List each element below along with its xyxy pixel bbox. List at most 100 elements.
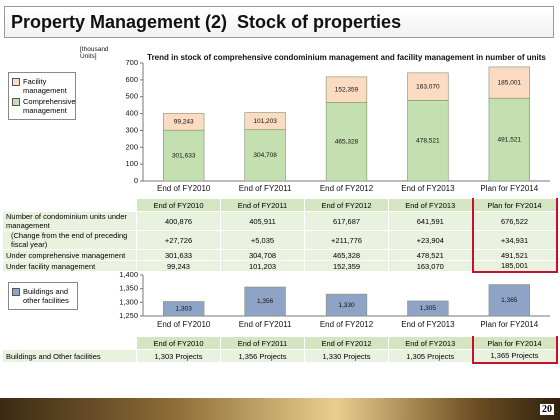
header-row: End of FY2010 End of FY2011 End of FY2012 E… <box>2 198 558 212</box>
y-tick-label: 500 <box>125 92 138 101</box>
table-row: (Change from the end of preceding fiscal… <box>2 230 558 250</box>
value-label: 465,328 <box>335 138 359 145</box>
table-cell: Number of condominium units under manage… <box>2 211 137 231</box>
value-label: 1,356 <box>257 298 274 305</box>
table-cell: 101,203 <box>220 260 305 272</box>
value-label: 304,708 <box>253 152 277 159</box>
bar <box>163 113 205 131</box>
y-tick-label: 0 <box>134 176 138 185</box>
header-cell: End of FY2010 <box>136 198 221 212</box>
table-cell: +27,726 <box>136 230 221 250</box>
table-cell: 99,243 <box>136 260 221 272</box>
value-label: 152,359 <box>335 86 359 93</box>
x-tick-label: End of FY2013 <box>401 184 455 193</box>
table-cell: 405,911 <box>220 211 305 231</box>
header-cell <box>2 198 137 212</box>
legend: Facility management Comprehensive managem… <box>8 72 76 120</box>
y-axis-label: [thousand Units] <box>80 46 109 60</box>
table-cell: 1,356 Projects <box>220 349 305 363</box>
y-tick-label: 100 <box>125 159 138 168</box>
value-label: 185,001 <box>498 79 522 86</box>
x-tick-label: End of FY2011 <box>239 184 292 193</box>
table-row: Number of condominium units under manage… <box>2 211 558 231</box>
bar <box>488 284 530 317</box>
bar <box>244 286 286 317</box>
y-tick-label: 400 <box>125 109 138 118</box>
bar <box>325 293 368 317</box>
bar <box>244 112 286 130</box>
x-tick-label: End of FY2012 <box>320 320 374 329</box>
header-cell: Plan for FY2014 <box>471 198 558 212</box>
legend-item: Comprehensive management <box>12 97 76 115</box>
value-label: 301,633 <box>172 152 196 159</box>
table-cell: 478,521 <box>388 249 473 261</box>
legend-label: Facility management <box>23 77 67 95</box>
legend-item: Buildings and other facilities <box>12 287 74 305</box>
table-cell: Buildings and Other facilities <box>2 349 137 363</box>
x-tick-label: End of FY2013 <box>401 320 455 329</box>
table-cell: +5,035 <box>220 230 305 250</box>
x-tick-label: End of FY2011 <box>239 320 292 329</box>
legend-item: Facility management <box>12 77 72 95</box>
header-row: End of FY2010 End of FY2011 End of FY2012 E… <box>2 336 558 350</box>
value-label: 1,330 <box>338 302 355 309</box>
header-cell: End of FY2011 <box>220 336 305 350</box>
table-cell: Under facility management <box>2 260 137 272</box>
table-row: Buildings and Other facilities 1,303 Proj… <box>2 349 558 364</box>
bar <box>488 66 530 99</box>
bar <box>325 102 368 182</box>
header-cell: End of FY2013 <box>388 336 473 350</box>
value-label: 99,243 <box>174 119 194 126</box>
table-cell: 400,876 <box>136 211 221 231</box>
bar <box>244 129 286 182</box>
table-row: Under comprehensive management 301,633 304… <box>2 249 558 261</box>
header-cell: End of FY2012 <box>304 198 389 212</box>
table-cell: 1,305 Projects <box>388 349 473 363</box>
bar <box>163 301 205 317</box>
y-tick-label: 1,300 <box>119 297 138 306</box>
table-cell: 676,522 <box>471 211 558 231</box>
data-table: End of FY2010 End of FY2011 End of FY2012 E… <box>2 198 558 273</box>
legend-label: Comprehensive management <box>23 97 76 115</box>
table-cell: +211,776 <box>304 230 389 250</box>
legend-swatch <box>12 78 20 86</box>
value-label: 1,365 <box>501 297 518 304</box>
y-tick-label: 1,250 <box>119 311 138 320</box>
page-number: 20 <box>540 404 554 415</box>
table-cell: 641,591 <box>388 211 473 231</box>
table-cell: +23,904 <box>388 230 473 250</box>
x-tick-label: Plan for FY2014 <box>480 320 538 329</box>
value-label: 1,305 <box>420 305 437 312</box>
value-label: 491,521 <box>498 136 522 143</box>
bar <box>163 129 205 182</box>
legend: Buildings and other facilities <box>8 282 78 310</box>
table-cell: 301,633 <box>136 249 221 261</box>
value-label: 101,203 <box>253 118 277 125</box>
y-tick-label: 300 <box>125 125 138 134</box>
bar <box>488 97 530 182</box>
data-table: End of FY2010 End of FY2011 End of FY2012 E… <box>2 336 558 364</box>
table-cell: 465,328 <box>304 249 389 261</box>
y-tick-label: 1,350 <box>119 284 138 293</box>
table-cell: 163,070 <box>388 260 473 272</box>
slide-title: Property Management (2) Stock of propert… <box>4 6 554 38</box>
header-cell: End of FY2011 <box>220 198 305 212</box>
legend-swatch <box>12 98 20 106</box>
table-cell: 1,330 Projects <box>304 349 389 363</box>
table-cell: 152,359 <box>304 260 389 272</box>
table-cell: (Change from the end of preceding fiscal… <box>2 230 137 250</box>
table-cell: 1,303 Projects <box>136 349 221 363</box>
table-cell: 1,365 Projects <box>471 349 558 364</box>
footer: 20 <box>0 398 560 420</box>
bar <box>407 300 449 317</box>
header-cell: Plan for FY2014 <box>471 336 558 350</box>
table-cell: +34,931 <box>471 230 558 250</box>
header-cell: End of FY2013 <box>388 198 473 212</box>
table-cell: 491,521 <box>471 249 558 261</box>
bar <box>407 100 449 182</box>
header-cell <box>2 336 137 350</box>
y-tick-label: 600 <box>125 75 138 84</box>
table-cell: 617,687 <box>304 211 389 231</box>
y-tick-label: 200 <box>125 142 138 151</box>
